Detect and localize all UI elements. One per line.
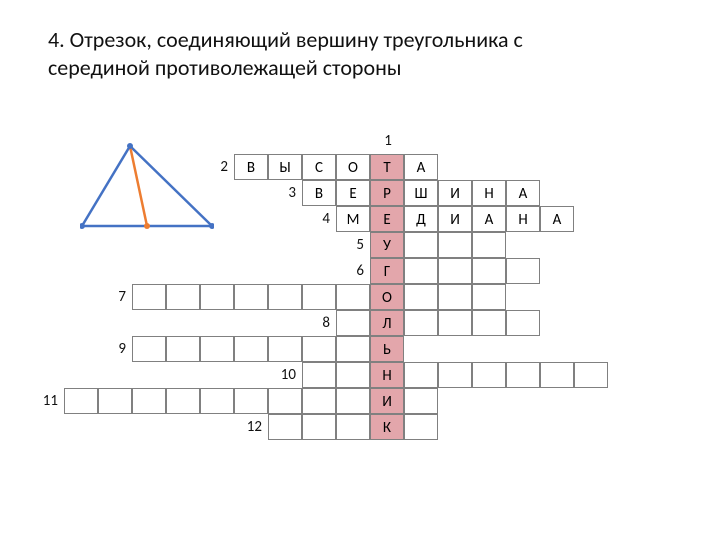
crossword-cell[interactable]: Ш xyxy=(404,180,438,206)
row-label: 11 xyxy=(30,392,58,410)
crossword-cell[interactable] xyxy=(438,258,472,284)
crossword-cell[interactable] xyxy=(404,232,438,258)
crossword-cell[interactable] xyxy=(132,388,166,414)
crossword-cell[interactable] xyxy=(472,258,506,284)
crossword-cell[interactable]: М xyxy=(336,206,370,232)
crossword-cell[interactable] xyxy=(302,336,336,362)
crossword-cell[interactable] xyxy=(574,362,608,388)
crossword-cell[interactable] xyxy=(404,362,438,388)
crossword-cell[interactable] xyxy=(98,388,132,414)
crossword-cell[interactable]: Г xyxy=(370,258,404,284)
crossword-cell[interactable] xyxy=(234,336,268,362)
crossword-cell[interactable] xyxy=(302,414,336,440)
crossword-cell[interactable] xyxy=(404,388,438,414)
crossword-cell[interactable]: А xyxy=(404,154,438,180)
crossword-cell[interactable] xyxy=(506,362,540,388)
triangle-figure xyxy=(80,142,214,237)
crossword-cell[interactable] xyxy=(404,310,438,336)
crossword-cell[interactable] xyxy=(472,284,506,310)
crossword-cell[interactable]: Н xyxy=(370,362,404,388)
crossword-cell[interactable] xyxy=(268,284,302,310)
crossword-cell[interactable] xyxy=(438,310,472,336)
crossword-cell[interactable]: Л xyxy=(370,310,404,336)
crossword-cell[interactable] xyxy=(234,388,268,414)
crossword-cell[interactable] xyxy=(200,284,234,310)
crossword-cell[interactable]: Е xyxy=(336,180,370,206)
row-label: 2 xyxy=(200,158,228,176)
crossword-cell[interactable] xyxy=(404,284,438,310)
row-label: 8 xyxy=(302,314,330,332)
crossword-cell[interactable]: Р xyxy=(370,180,404,206)
crossword-cell[interactable] xyxy=(506,310,540,336)
crossword-cell[interactable] xyxy=(64,388,98,414)
crossword-cell[interactable]: И xyxy=(370,388,404,414)
crossword-cell[interactable]: В xyxy=(234,154,268,180)
crossword-cell[interactable] xyxy=(132,284,166,310)
crossword-cell[interactable]: Ь xyxy=(370,336,404,362)
crossword-cell[interactable] xyxy=(336,336,370,362)
crossword-cell[interactable] xyxy=(132,336,166,362)
crossword-cell[interactable] xyxy=(166,284,200,310)
crossword-cell[interactable]: Е xyxy=(370,206,404,232)
crossword-cell[interactable] xyxy=(268,336,302,362)
crossword-cell[interactable] xyxy=(472,232,506,258)
crossword-cell[interactable] xyxy=(166,336,200,362)
crossword-cell[interactable] xyxy=(200,388,234,414)
col-label-1: 1 xyxy=(374,132,402,150)
crossword-cell[interactable] xyxy=(438,284,472,310)
crossword-cell[interactable]: И xyxy=(438,180,472,206)
crossword-cell[interactable] xyxy=(336,284,370,310)
crossword-cell[interactable] xyxy=(336,310,370,336)
clue-line1: 4. Отрезок, соединяющий вершину треуголь… xyxy=(48,26,523,53)
clue-line2: серединой противолежащей стороны xyxy=(48,54,402,81)
row-label: 10 xyxy=(268,366,296,384)
crossword-cell[interactable] xyxy=(472,310,506,336)
crossword-cell[interactable]: О xyxy=(336,154,370,180)
crossword-cell[interactable]: А xyxy=(506,180,540,206)
row-label: 4 xyxy=(302,210,330,228)
crossword-cell[interactable] xyxy=(302,362,336,388)
clue-text: 4. Отрезок, соединяющий вершину треуголь… xyxy=(48,26,648,81)
crossword-cell[interactable] xyxy=(438,362,472,388)
crossword-cell[interactable]: Н xyxy=(506,206,540,232)
crossword-cell[interactable] xyxy=(302,388,336,414)
crossword-cell[interactable]: С xyxy=(302,154,336,180)
crossword-cell[interactable] xyxy=(472,362,506,388)
crossword-cell[interactable] xyxy=(200,336,234,362)
crossword-cell[interactable]: О xyxy=(370,284,404,310)
crossword-cell[interactable]: Н xyxy=(472,180,506,206)
row-label: 7 xyxy=(98,288,126,306)
crossword-cell[interactable]: Т xyxy=(370,154,404,180)
crossword-cell[interactable]: Д xyxy=(404,206,438,232)
crossword-cell[interactable] xyxy=(404,258,438,284)
row-label: 12 xyxy=(234,418,262,436)
crossword-cell[interactable]: У xyxy=(370,232,404,258)
crossword-cell[interactable] xyxy=(506,258,540,284)
crossword-cell[interactable] xyxy=(302,284,336,310)
row-label: 6 xyxy=(336,262,364,280)
crossword-cell[interactable] xyxy=(336,362,370,388)
crossword-cell[interactable]: А xyxy=(540,206,574,232)
row-label: 3 xyxy=(268,184,296,202)
crossword-cell[interactable]: В xyxy=(302,180,336,206)
crossword-cell[interactable] xyxy=(268,414,302,440)
crossword-cell[interactable] xyxy=(438,232,472,258)
crossword-cell[interactable]: И xyxy=(438,206,472,232)
crossword-cell[interactable]: К xyxy=(370,414,404,440)
crossword-cell[interactable] xyxy=(336,414,370,440)
row-label: 5 xyxy=(336,236,364,254)
row-label: 9 xyxy=(98,340,126,358)
crossword-cell[interactable]: А xyxy=(472,206,506,232)
crossword-cell[interactable] xyxy=(404,414,438,440)
crossword-cell[interactable]: Ы xyxy=(268,154,302,180)
crossword-cell[interactable] xyxy=(336,388,370,414)
crossword-cell[interactable] xyxy=(234,284,268,310)
crossword-cell[interactable] xyxy=(166,388,200,414)
crossword-cell[interactable] xyxy=(540,362,574,388)
crossword-cell[interactable] xyxy=(268,388,302,414)
